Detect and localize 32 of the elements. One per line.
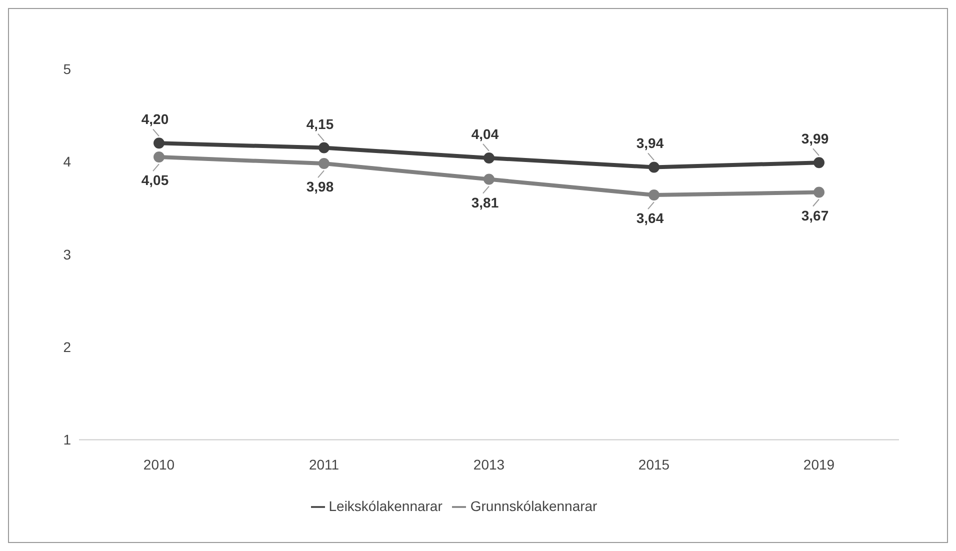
legend-label: Leikskólakennarar [328,498,442,514]
legend-label: Grunnskólakennarar [470,498,598,514]
data-label: 4,04 [471,126,499,142]
x-tick-label: 2010 [143,456,175,473]
point [154,138,164,149]
point [814,186,824,198]
data-label: 3,98 [306,178,334,195]
point [484,152,494,164]
x-tick-label: 2013 [473,456,505,473]
data-label: 3,94 [636,135,664,152]
y-tick-label: 4 [63,154,72,170]
data-label: 4,20 [141,111,169,128]
y-tick-label: 5 [63,60,72,77]
data-label: 4,15 [306,116,334,132]
point [318,142,330,154]
data-label: 3,99 [801,130,829,147]
y-tick-label: 2 [63,338,72,355]
point [484,174,494,185]
point [814,157,824,168]
y-tick-label: 3 [63,246,72,262]
point [154,152,164,163]
data-label: 3,64 [636,210,664,226]
x-tick-label: 2019 [803,456,835,473]
data-label: 3,67 [801,207,829,224]
point [318,158,330,170]
data-label: 3,81 [471,194,499,210]
point [648,162,660,173]
x-tick-label: 2015 [638,456,670,473]
y-tick-label: 1 [63,432,72,448]
x-tick-label: 2011 [308,456,340,473]
data-label: 4,05 [141,172,169,188]
point [648,190,660,201]
